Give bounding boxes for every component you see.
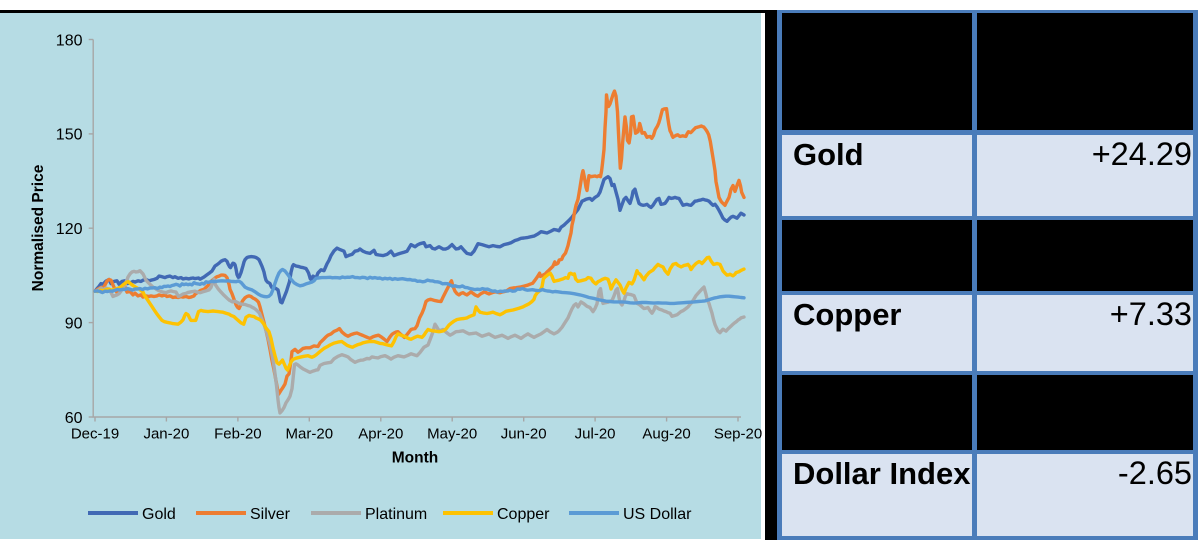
svg-text:Apr-20: Apr-20 [358, 426, 403, 443]
svg-text:May-20: May-20 [427, 426, 477, 443]
svg-text:90: 90 [65, 315, 83, 332]
svg-text:Aug-20: Aug-20 [642, 426, 690, 443]
svg-text:Normalised Price: Normalised Price [30, 164, 47, 291]
svg-text:Jan-20: Jan-20 [143, 426, 189, 443]
svg-text:Jul-20: Jul-20 [575, 426, 616, 443]
svg-text:Jun-20: Jun-20 [501, 426, 547, 443]
svg-text:Sep-20: Sep-20 [714, 426, 762, 443]
svg-text:60: 60 [65, 410, 83, 427]
svg-text:Dec-19: Dec-19 [71, 426, 119, 443]
svg-text:Feb-20: Feb-20 [214, 426, 262, 443]
svg-text:120: 120 [56, 221, 83, 238]
svg-text:Mar-20: Mar-20 [286, 426, 334, 443]
svg-text:US Dollar: US Dollar [623, 506, 692, 523]
svg-text:Silver: Silver [250, 506, 291, 523]
svg-text:Platinum: Platinum [365, 506, 427, 523]
svg-text:180: 180 [56, 32, 83, 49]
svg-text:Copper: Copper [497, 506, 550, 523]
svg-text:Month: Month [392, 450, 438, 467]
svg-text:150: 150 [56, 127, 83, 144]
svg-text:Gold: Gold [142, 506, 176, 523]
